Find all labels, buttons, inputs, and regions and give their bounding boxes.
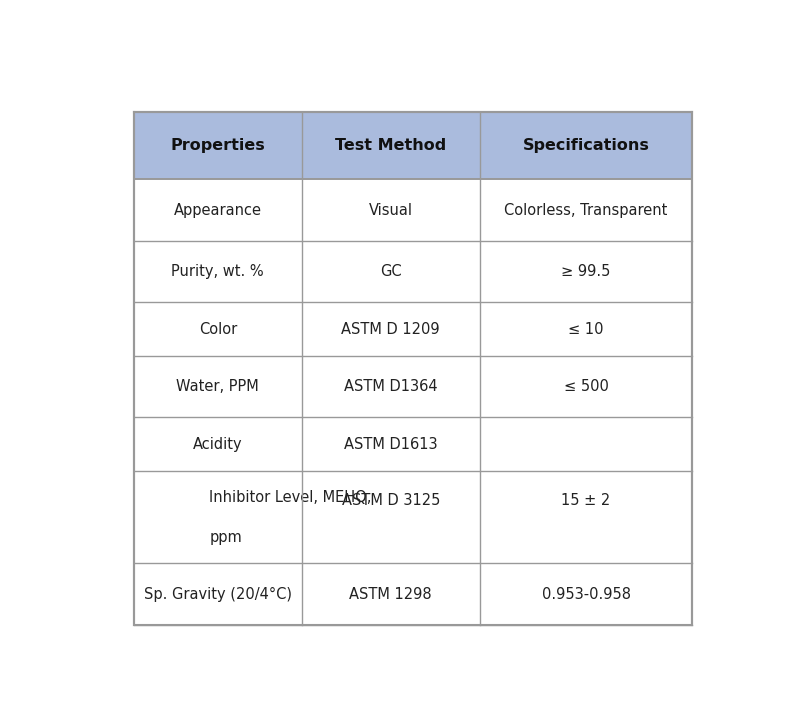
Text: Color: Color [198,321,237,337]
Text: Sp. Gravity (20/4°C): Sp. Gravity (20/4°C) [144,586,292,602]
Bar [134,418,302,471]
Text: 15 ± 2: 15 ± 2 [562,494,610,508]
Text: ASTM D1364: ASTM D1364 [344,379,438,395]
Text: 0.953-0.958: 0.953-0.958 [542,586,630,602]
Bar [302,241,480,302]
Text: Appearance: Appearance [174,203,262,218]
Bar [134,241,302,302]
Bar [480,112,692,180]
Bar [134,112,692,625]
Text: Specifications: Specifications [522,138,650,153]
Bar [302,356,480,418]
Bar [134,112,302,180]
Text: ASTM 1298: ASTM 1298 [350,586,432,602]
Bar [134,356,302,418]
Bar [480,356,692,418]
Bar [480,418,692,471]
Text: Colorless, Transparent: Colorless, Transparent [504,203,668,218]
Bar [302,418,480,471]
Bar [134,563,302,625]
Text: ≤ 10: ≤ 10 [568,321,604,337]
Text: ≤ 500: ≤ 500 [564,379,609,395]
Bar [480,563,692,625]
Text: Inhibitor Level, MEHQ,: Inhibitor Level, MEHQ, [210,489,372,505]
Text: ASTM D 3125: ASTM D 3125 [342,494,440,508]
Text: Visual: Visual [369,203,413,218]
Text: Acidity: Acidity [193,437,242,452]
Bar [302,180,480,241]
Text: GC: GC [380,264,402,279]
Bar [302,563,480,625]
Text: ASTM D 1209: ASTM D 1209 [342,321,440,337]
Text: Properties: Properties [170,138,265,153]
Bar [480,471,692,563]
Bar [134,302,302,356]
Bar [134,180,302,241]
Bar [480,180,692,241]
Bar [480,241,692,302]
Bar [480,302,692,356]
Bar [302,302,480,356]
Bar [302,112,480,180]
Text: Test Method: Test Method [335,138,446,153]
Text: ≥ 99.5: ≥ 99.5 [562,264,610,279]
Text: Water, PPM: Water, PPM [177,379,259,395]
Text: ppm: ppm [210,530,242,545]
Text: ASTM D1613: ASTM D1613 [344,437,438,452]
Text: Purity, wt. %: Purity, wt. % [171,264,264,279]
Bar [134,471,302,563]
Bar [302,471,480,563]
